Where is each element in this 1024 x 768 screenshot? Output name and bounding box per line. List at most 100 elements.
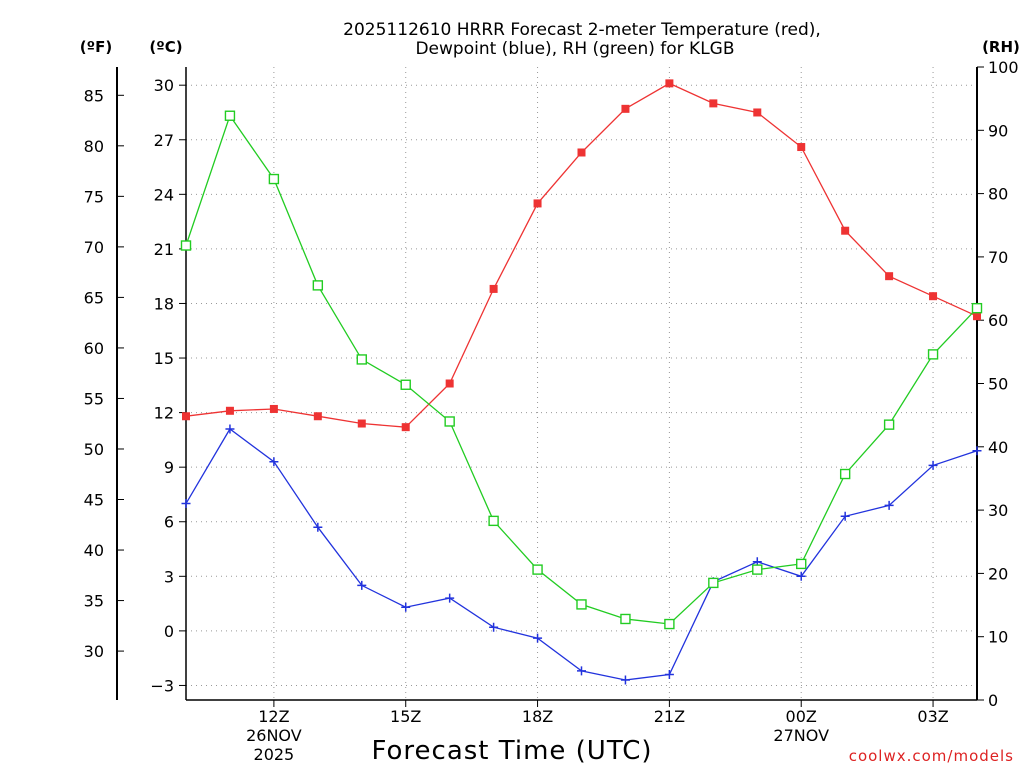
chart-axes bbox=[116, 66, 984, 707]
temperature-point bbox=[577, 148, 586, 157]
x-tick-label: 15Z bbox=[390, 707, 421, 726]
rh-point bbox=[927, 349, 939, 360]
celsius-tick-label: 12 bbox=[154, 404, 174, 423]
fahrenheit-tick-label: 50 bbox=[84, 440, 104, 459]
rh-point bbox=[664, 618, 675, 630]
rh-point bbox=[839, 468, 851, 480]
chart-title-line-1: 2025112610 HRRR Forecast 2-meter Tempera… bbox=[343, 20, 821, 40]
x-tick-label: 00Z bbox=[786, 707, 817, 726]
fahrenheit-tick-label: 55 bbox=[84, 389, 104, 408]
celsius-tick-label: 6 bbox=[164, 513, 174, 532]
rh-point bbox=[180, 240, 192, 251]
rh-point bbox=[400, 379, 411, 390]
fahrenheit-axis-label: (ºF) bbox=[80, 38, 112, 56]
dewpoint-point bbox=[664, 670, 674, 680]
rh-tick-label: 40 bbox=[988, 438, 1008, 457]
rh-point bbox=[532, 564, 543, 575]
rh-point bbox=[576, 599, 587, 610]
rh-point bbox=[708, 577, 719, 589]
x-tick-label: 2025 bbox=[254, 745, 295, 764]
celsius-tick-label: 30 bbox=[154, 76, 174, 95]
celsius-tick-label: 24 bbox=[154, 185, 174, 204]
grid-lines bbox=[186, 67, 977, 700]
fahrenheit-tick-label: 75 bbox=[84, 187, 104, 206]
dewpoint-point bbox=[357, 580, 367, 590]
x-tick-label: 18Z bbox=[522, 707, 553, 726]
celsius-tick-label: 9 bbox=[164, 458, 174, 477]
temperature-point bbox=[182, 412, 190, 421]
rh-point bbox=[444, 416, 455, 427]
rh-tick-label: 80 bbox=[988, 185, 1008, 204]
x-tick-label: 26NOV bbox=[246, 726, 302, 745]
temperature-point bbox=[445, 379, 454, 388]
fahrenheit-tick-label: 85 bbox=[84, 86, 104, 105]
temperature-point bbox=[225, 406, 234, 415]
celsius-axis-label: (ºC) bbox=[149, 38, 182, 56]
dewpoint-point bbox=[313, 522, 323, 532]
rh-tick-label: 20 bbox=[988, 564, 1008, 583]
x-axis-title: Forecast Time (UTC) bbox=[371, 736, 652, 766]
rh-point bbox=[488, 515, 499, 527]
temperature-line bbox=[185, 82, 978, 428]
data-series bbox=[180, 79, 983, 685]
temperature-point bbox=[797, 143, 806, 152]
fahrenheit-tick-label: 70 bbox=[84, 238, 104, 257]
chart-title-line-2: Dewpoint (blue), RH (green) for KLGB bbox=[415, 39, 734, 59]
dewpoint-point bbox=[401, 602, 411, 612]
dewpoint-point bbox=[620, 675, 630, 685]
rh-point bbox=[752, 564, 763, 575]
temperature-point bbox=[357, 419, 366, 428]
temperature-point bbox=[665, 79, 674, 88]
fahrenheit-tick-label: 35 bbox=[84, 592, 104, 611]
temperature-point bbox=[269, 404, 278, 413]
credit-text: coolwx.com/models bbox=[849, 747, 1014, 765]
x-tick-label: 27NOV bbox=[773, 726, 829, 745]
dewpoint-point bbox=[884, 500, 894, 510]
dewpoint-point bbox=[489, 622, 499, 632]
rh-tick-label: 90 bbox=[988, 121, 1008, 140]
fahrenheit-tick-label: 80 bbox=[84, 137, 104, 156]
rh-point bbox=[620, 613, 631, 625]
rh-point bbox=[312, 280, 324, 291]
celsius-tick-label: 18 bbox=[154, 294, 174, 313]
rh-tick-label: 10 bbox=[988, 628, 1008, 647]
rh-point bbox=[796, 558, 807, 570]
temperature-point bbox=[709, 99, 718, 108]
dewpoint-point bbox=[181, 499, 191, 509]
dewpoint-line bbox=[185, 428, 978, 681]
temperature-point bbox=[313, 412, 322, 421]
rh-point bbox=[268, 173, 280, 185]
rh-line bbox=[185, 114, 978, 625]
rh-point bbox=[883, 419, 895, 430]
rh-point bbox=[224, 110, 236, 121]
celsius-tick-label: 21 bbox=[154, 240, 174, 259]
rh-tick-label: 50 bbox=[988, 375, 1008, 394]
rh-axis-label: (RH) bbox=[982, 38, 1020, 56]
rh-point bbox=[356, 354, 367, 365]
fahrenheit-tick-label: 40 bbox=[84, 541, 104, 560]
dewpoint-point bbox=[796, 571, 806, 581]
fahrenheit-tick-label: 65 bbox=[84, 288, 104, 307]
celsius-tick-label: −3 bbox=[150, 676, 174, 695]
temperature-point bbox=[973, 312, 981, 321]
dewpoint-point bbox=[840, 511, 850, 521]
celsius-tick-label: 0 bbox=[164, 622, 174, 641]
temperature-point bbox=[841, 226, 850, 235]
celsius-tick-label: 15 bbox=[154, 349, 174, 368]
rh-point bbox=[971, 302, 983, 314]
rh-tick-label: 100 bbox=[988, 58, 1019, 77]
dewpoint-point bbox=[269, 457, 279, 467]
rh-tick-label: 0 bbox=[988, 691, 998, 710]
dewpoint-point bbox=[533, 633, 543, 643]
dewpoint-point bbox=[225, 424, 235, 434]
dewpoint-point bbox=[445, 593, 455, 603]
celsius-tick-label: 27 bbox=[154, 131, 174, 150]
temperature-point bbox=[753, 108, 762, 117]
fahrenheit-tick-label: 60 bbox=[84, 339, 104, 358]
rh-tick-label: 70 bbox=[988, 248, 1008, 267]
x-tick-label: 21Z bbox=[654, 707, 685, 726]
temperature-point bbox=[621, 104, 630, 113]
temperature-point bbox=[885, 272, 894, 281]
